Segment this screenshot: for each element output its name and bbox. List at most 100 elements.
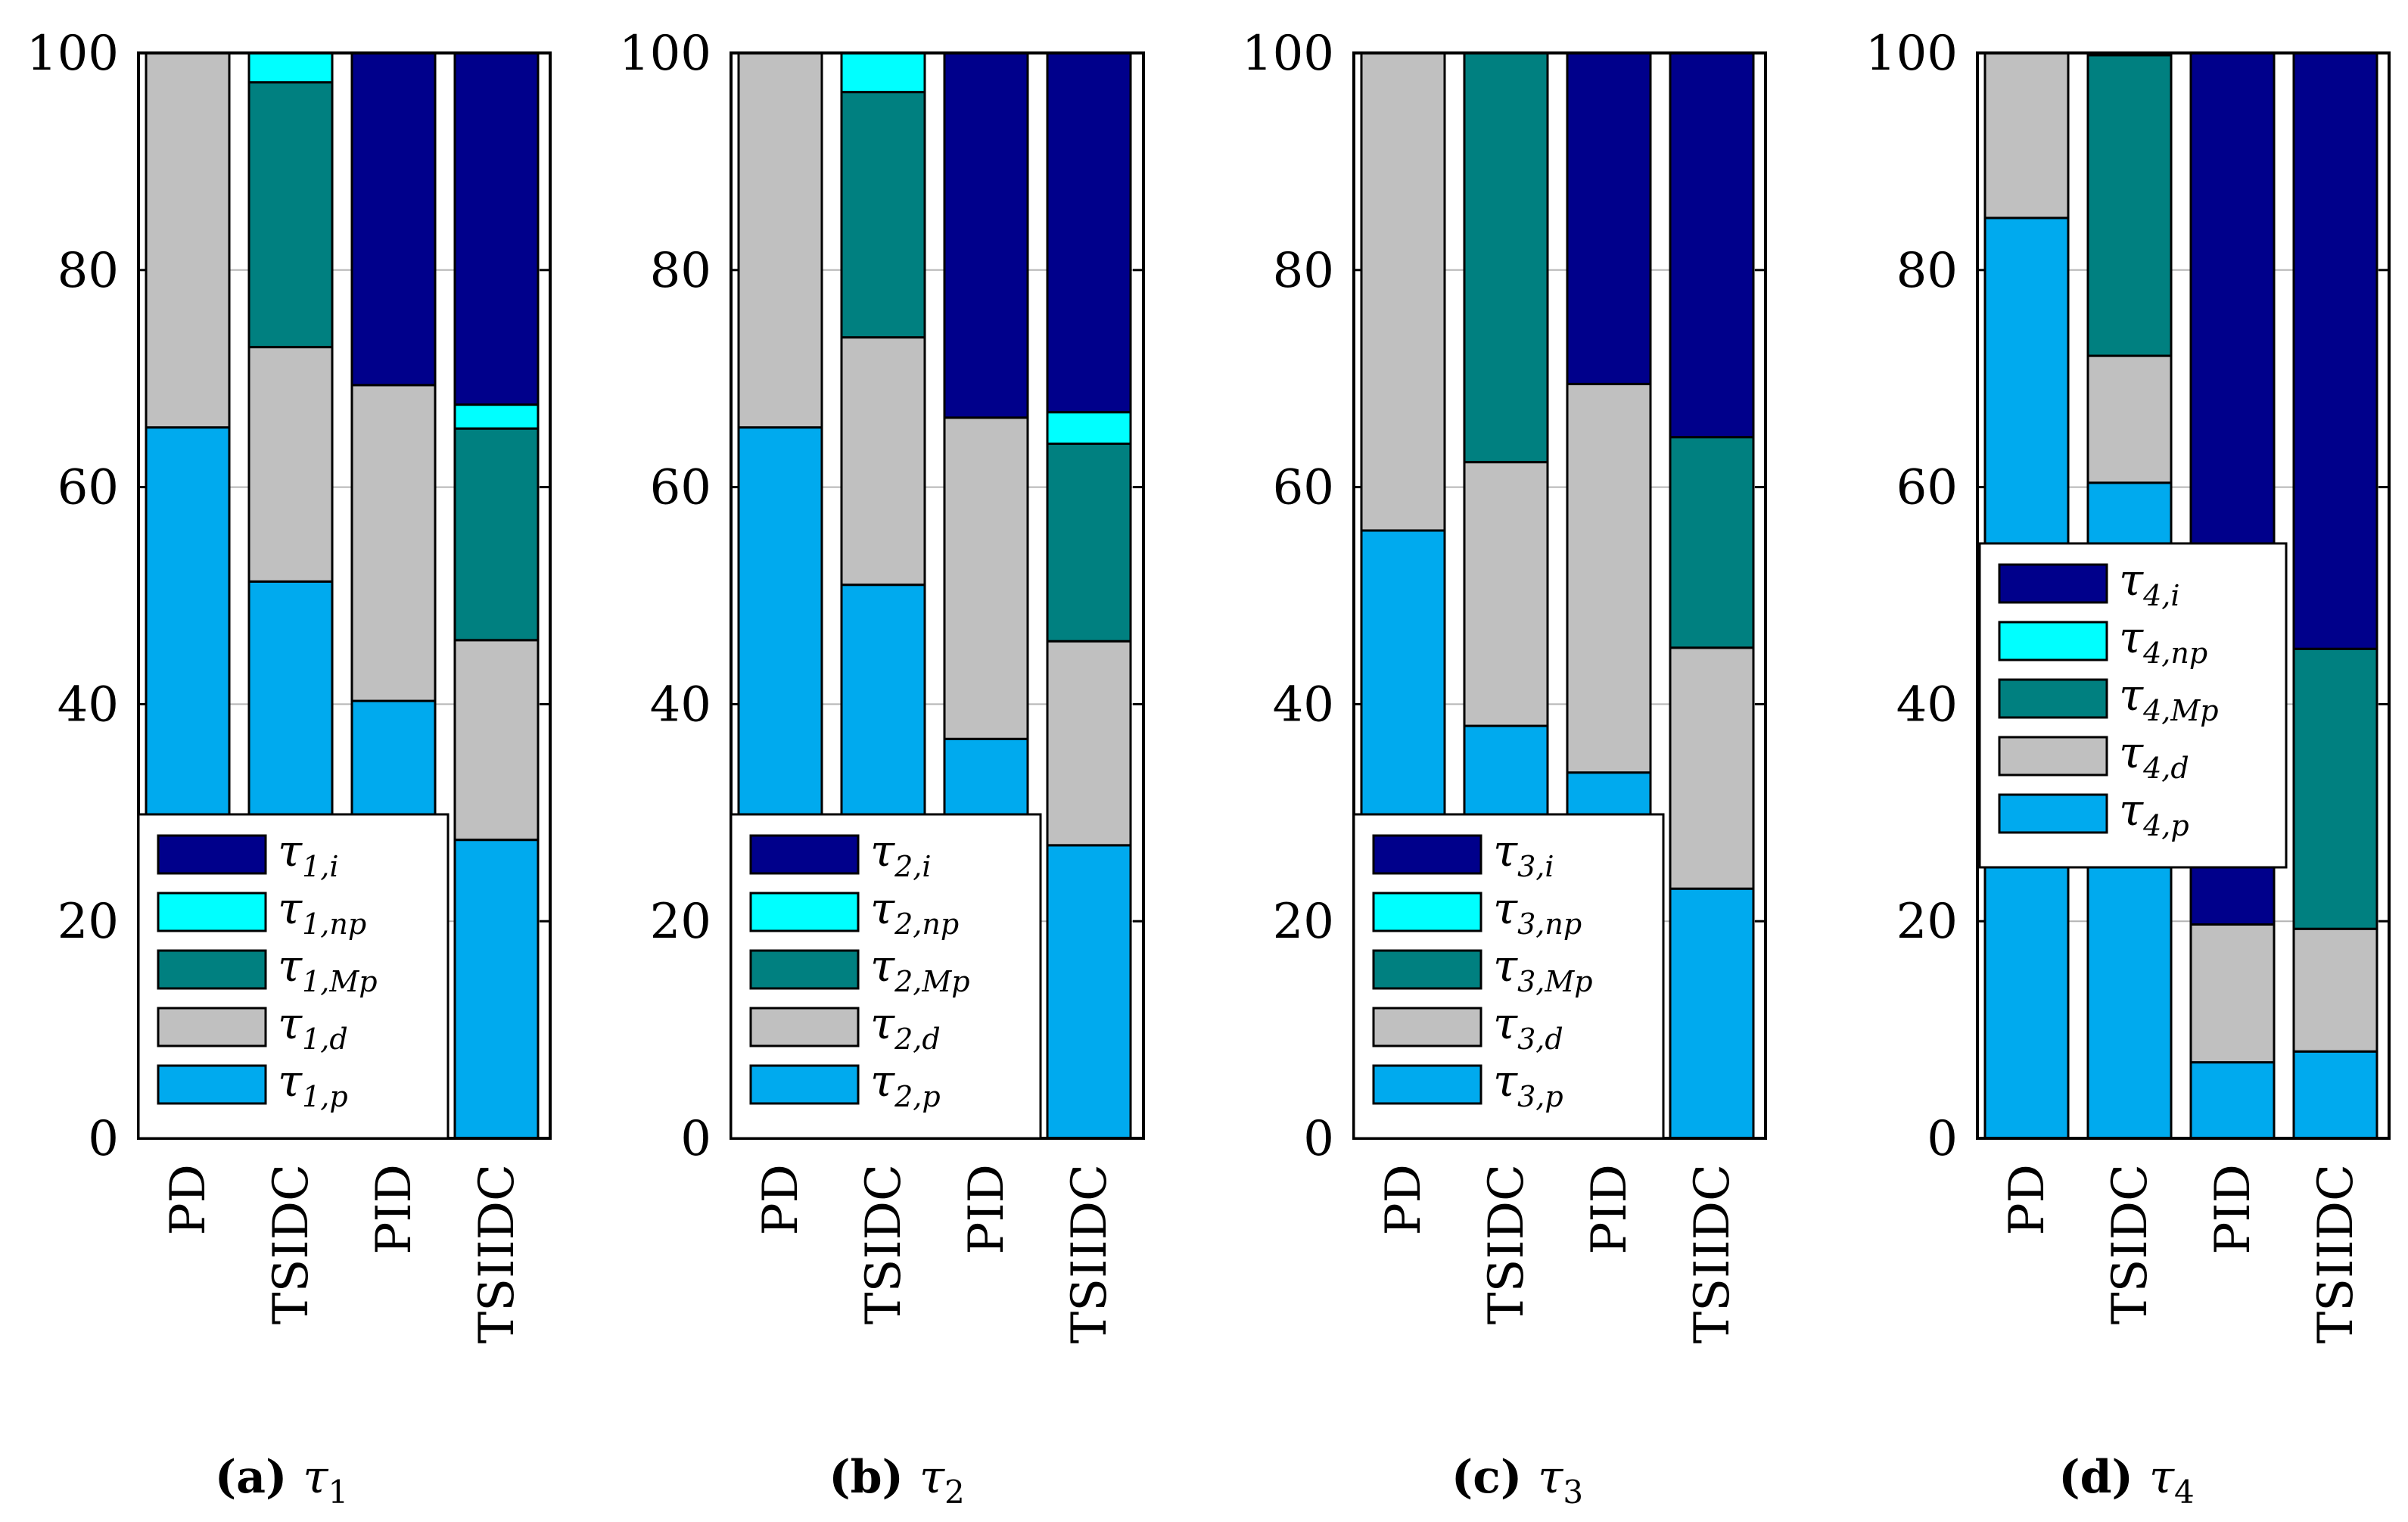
bar-segment-i-pid — [943, 51, 1029, 419]
legend-label-p: τ2,p — [870, 1055, 941, 1113]
y-tick-label: 0 — [680, 1111, 711, 1167]
bar-segment-d-pid — [350, 384, 437, 702]
y-tick-label: 40 — [650, 677, 711, 733]
y-tick-label: 0 — [88, 1111, 119, 1167]
bar-segment-np-tsiidc — [453, 403, 540, 430]
legend-label-d: τ2,d — [870, 998, 941, 1056]
legend-swatch-i — [157, 834, 267, 875]
legend-swatch-i — [1372, 834, 1482, 875]
bar-segment-p-tsiidc — [2292, 1050, 2378, 1140]
legend-label-p: τ4,p — [2119, 784, 2189, 842]
x-tick-label: TSIDC — [856, 1164, 912, 1324]
x-tick-label: PD — [1376, 1164, 1432, 1235]
legend-swatch-Mp — [1372, 949, 1482, 990]
legend-label-p: τ1,p — [278, 1055, 348, 1113]
y-tick-label: 100 — [26, 26, 119, 82]
legend-swatch-i — [1998, 563, 2108, 604]
bar-segment-i-tsiidc — [2292, 51, 2378, 650]
legend-swatch-p — [749, 1064, 860, 1105]
y-tick-label: 0 — [1927, 1111, 1958, 1167]
x-tick-label: PID — [2205, 1164, 2261, 1255]
legend-label-Mp: τ3,Mp — [1493, 940, 1593, 998]
bar-segment-p-pid — [2189, 1061, 2276, 1140]
legend-swatch-np — [1998, 621, 2108, 661]
bar-segment-np-tsiidc — [1046, 411, 1132, 445]
y-tick-label: 0 — [1303, 1111, 1334, 1167]
y-tick-label: 80 — [58, 243, 119, 299]
bar-segment-i-tsiidc — [453, 51, 540, 406]
y-tick-label: 60 — [1273, 460, 1334, 516]
bar-segment-d-tsiidc — [2292, 927, 2378, 1053]
bar-segment-Mp-tsiidc — [453, 427, 540, 642]
y-tick-label: 40 — [1273, 677, 1334, 733]
legend-swatch-Mp — [157, 949, 267, 990]
bar-segment-d-tsidc — [247, 346, 334, 583]
x-tick-label: TSIDC — [1479, 1164, 1535, 1324]
panel-caption: (c) τ3 — [1451, 1451, 1583, 1511]
legend-swatch-Mp — [1998, 678, 2108, 719]
y-tick-label: 60 — [58, 460, 119, 516]
x-tick-label: TSIIDC — [2308, 1164, 2364, 1343]
legend-swatch-np — [157, 892, 267, 932]
x-tick-label: PD — [1999, 1164, 2055, 1235]
bar-segment-Mp-tsiidc — [1046, 442, 1132, 643]
bar-segment-i-tsiidc — [1669, 51, 1755, 439]
legend-label-np: τ1,np — [278, 882, 366, 941]
bar-segment-Mp-tsidc — [840, 91, 926, 339]
x-tick-label: TSIIDC — [1685, 1164, 1741, 1343]
y-tick-label: 60 — [1896, 460, 1958, 516]
legend-swatch-p — [1372, 1064, 1482, 1105]
y-tick-label: 60 — [650, 460, 711, 516]
legend-label-np: τ3,np — [1493, 882, 1582, 941]
legend-label-Mp: τ4,Mp — [2119, 669, 2219, 727]
legend-swatch-Mp — [749, 949, 860, 990]
legend-swatch-i — [749, 834, 860, 875]
y-tick-label: 40 — [58, 677, 119, 733]
bar-segment-d-pid — [943, 416, 1029, 740]
bar-segment-Mp-tsiidc — [1669, 436, 1755, 649]
bar-segment-d-pd — [737, 51, 823, 429]
plot-frame — [1976, 51, 2391, 1140]
panel-caption: (b) τ2 — [829, 1451, 965, 1511]
legend-swatch-d — [1998, 736, 2108, 777]
y-tick-label: 80 — [1896, 243, 1958, 299]
x-tick-label: PID — [959, 1164, 1015, 1255]
bar-segment-np-tsidc — [840, 51, 926, 94]
legend-label-i: τ4,i — [2119, 554, 2180, 612]
bar-segment-d-pid — [2189, 923, 2276, 1064]
x-tick-label: TSIIDC — [1062, 1164, 1118, 1343]
bar-segment-d-tsidc — [2086, 354, 2173, 484]
legend-label-np: τ2,np — [870, 882, 959, 941]
legend-label-Mp: τ1,Mp — [278, 940, 378, 998]
y-tick-label: 20 — [58, 894, 119, 950]
bar-segment-p-tsiidc — [453, 839, 540, 1140]
legend-swatch-np — [749, 892, 860, 932]
legend-label-i: τ3,i — [1493, 825, 1554, 883]
y-tick-label: 80 — [650, 243, 711, 299]
bar-segment-d-tsidc — [1463, 461, 1549, 727]
x-tick-label: PD — [160, 1164, 216, 1235]
bar-segment-i-pid — [1566, 51, 1652, 385]
x-tick-label: PID — [366, 1164, 422, 1255]
bar-segment-p-tsiidc — [1669, 887, 1755, 1140]
legend-label-np: τ4,np — [2119, 612, 2207, 670]
y-tick-label: 20 — [650, 894, 711, 950]
legend-swatch-p — [1998, 793, 2108, 834]
y-tick-label: 100 — [1865, 26, 1958, 82]
bar-segment-i-pid — [350, 51, 437, 387]
bar-segment-d-pid — [1566, 382, 1652, 774]
legend-label-d: τ1,d — [278, 998, 348, 1056]
legend-swatch-p — [157, 1064, 267, 1105]
bar-segment-Mp-tsidc — [247, 81, 334, 349]
panel-caption: (a) τ1 — [215, 1451, 348, 1511]
legend-swatch-d — [749, 1007, 860, 1047]
legend-label-i: τ1,i — [278, 825, 339, 883]
y-tick-label: 20 — [1273, 894, 1334, 950]
legend-label-d: τ4,d — [2119, 727, 2189, 785]
